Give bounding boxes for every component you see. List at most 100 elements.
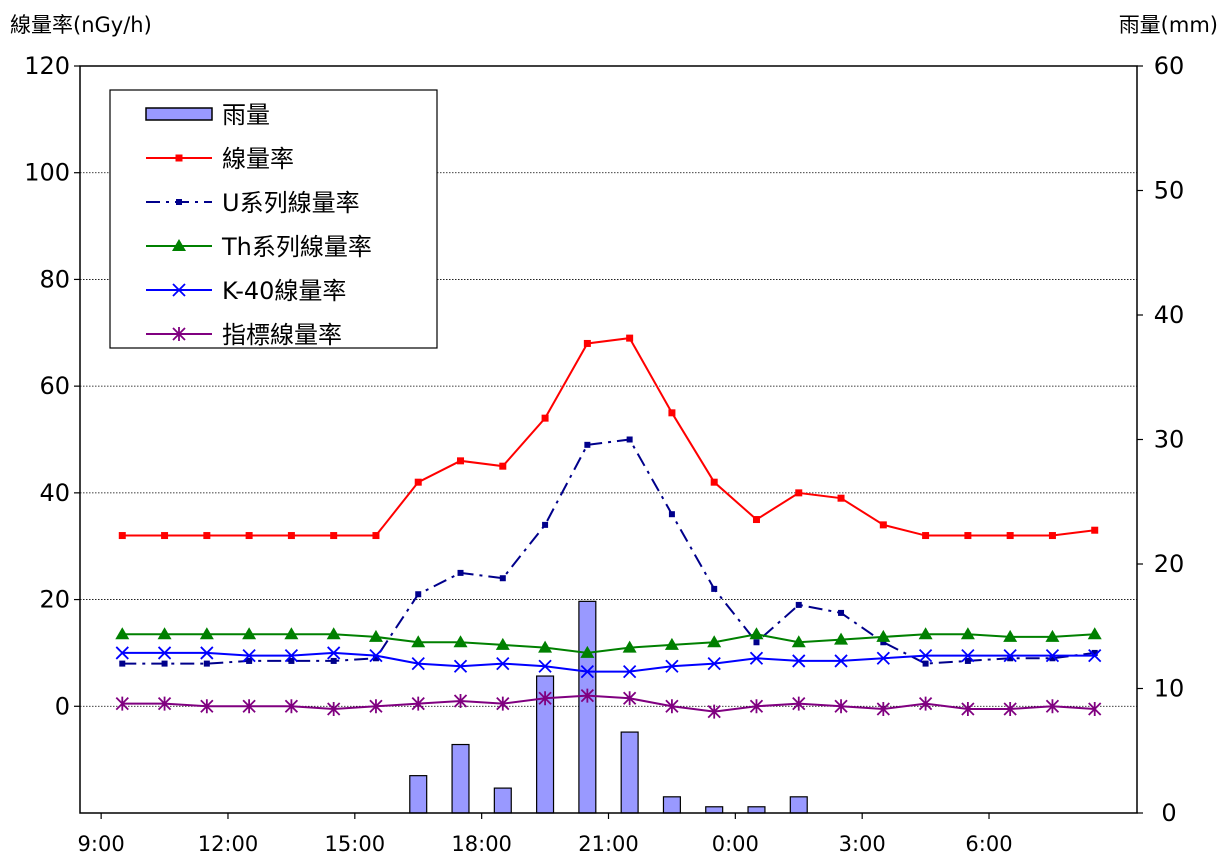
data-point <box>415 591 422 598</box>
right-axis-tick-label: 40 <box>1154 301 1185 329</box>
series-line <box>122 694 1095 713</box>
rain-bar <box>451 743 470 814</box>
data-point <box>457 457 465 465</box>
data-point <box>411 656 425 671</box>
data-point <box>749 627 764 640</box>
data-point <box>457 569 464 576</box>
data-point <box>880 639 887 646</box>
data-point <box>172 283 186 297</box>
data-point <box>284 627 299 640</box>
series-指標線量率 <box>115 688 1102 719</box>
data-point <box>707 704 721 719</box>
data-point <box>1091 526 1099 534</box>
right-axis-tick-label: 30 <box>1154 426 1185 454</box>
data-point <box>284 699 299 714</box>
data-point <box>157 696 172 711</box>
data-point <box>115 696 129 711</box>
data-point <box>964 532 972 540</box>
data-point <box>118 532 126 540</box>
legend-box <box>109 89 438 349</box>
left-axis-title: 線量率(nGy/h) <box>10 13 152 37</box>
left-axis-tick-label: 40 <box>39 479 70 507</box>
series-線量率 <box>118 334 1099 540</box>
data-point <box>1003 701 1017 716</box>
data-point <box>538 640 553 653</box>
data-point <box>157 627 172 640</box>
data-point <box>1045 648 1060 663</box>
data-point <box>453 659 468 673</box>
left-axis-tick-label: 100 <box>24 159 70 187</box>
data-point <box>172 327 186 341</box>
left-axis-tick-label: 60 <box>39 372 70 400</box>
data-point <box>203 532 211 540</box>
data-point <box>284 648 299 663</box>
data-point <box>707 656 721 671</box>
data-point <box>668 511 675 518</box>
data-point <box>246 657 253 664</box>
data-point <box>961 701 975 716</box>
data-point <box>834 654 848 668</box>
data-point <box>538 659 552 673</box>
legend-label: Th系列線量率 <box>221 233 372 261</box>
legend-label: U系列線量率 <box>222 189 360 217</box>
axes: 0 20 40 60 80 100 120 0 10 20 30 40 50 60 9:00 12:00 15:… <box>24 52 1184 856</box>
data-point <box>1091 649 1098 656</box>
right-axis-tick-label: 10 <box>1154 675 1185 703</box>
data-point <box>330 532 338 540</box>
series-line <box>122 633 1095 654</box>
data-point <box>496 696 510 711</box>
data-point <box>665 659 679 673</box>
x-axis-tick-label: 12:00 <box>198 832 259 856</box>
data-point <box>176 199 182 205</box>
x-axis-tick-label: 3:00 <box>839 832 886 856</box>
data-point <box>495 637 510 650</box>
data-point <box>879 521 887 529</box>
data-point <box>200 699 214 714</box>
series-U系列線量率 <box>119 436 1098 667</box>
data-point <box>119 660 126 667</box>
data-point <box>541 414 549 422</box>
data-point <box>876 651 890 665</box>
data-point <box>834 699 848 714</box>
data-point <box>876 701 890 716</box>
rain-bar <box>747 806 766 814</box>
data-point <box>626 436 633 443</box>
data-point <box>496 656 510 671</box>
data-point <box>1007 655 1014 662</box>
data-point <box>753 639 760 646</box>
series-line <box>122 337 1095 537</box>
data-point <box>918 648 933 663</box>
x-axis-tick-label: 18:00 <box>451 832 512 856</box>
left-axis-tick-label: 120 <box>24 52 70 80</box>
x-axis-tick-label: 0:00 <box>712 832 759 856</box>
data-point <box>327 646 341 660</box>
x-axis-tick-label: 6:00 <box>965 832 1012 856</box>
data-point <box>368 629 383 642</box>
data-point <box>287 532 295 540</box>
data-point <box>411 696 425 711</box>
data-point <box>834 632 849 645</box>
data-point <box>622 640 637 653</box>
data-point <box>623 691 637 706</box>
x-axis-tick-label: 15:00 <box>325 832 386 856</box>
x-axis-tick-label: 9:00 <box>78 832 125 856</box>
data-point <box>1088 701 1102 716</box>
rain-bar <box>493 787 512 814</box>
legend-label: 雨量 <box>222 101 270 129</box>
data-point <box>1006 532 1014 540</box>
data-point <box>665 699 679 714</box>
data-point <box>369 648 383 663</box>
data-point <box>584 441 591 448</box>
data-point <box>453 635 468 648</box>
data-point <box>542 521 549 528</box>
data-point <box>623 664 637 679</box>
series-Th系列線量率 <box>115 627 1102 658</box>
data-point <box>369 699 383 714</box>
data-point <box>626 334 634 342</box>
x-axis-tick-label: 21:00 <box>578 832 639 856</box>
data-point <box>372 532 380 540</box>
data-point <box>749 699 764 714</box>
rain-bar <box>662 796 681 814</box>
